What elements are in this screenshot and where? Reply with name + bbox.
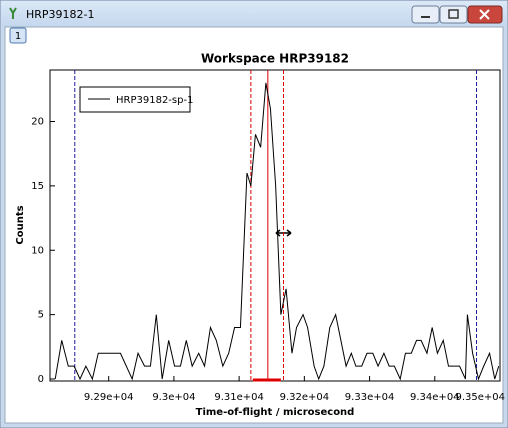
close-icon [479,9,490,20]
window-title: HRP39182-1 [26,8,95,21]
tab-label: 1 [15,31,21,42]
plot: Workspace HRP39182 Time-of-flight / micr… [15,52,501,418]
y-tick-label: 15 [31,181,44,192]
app-icon [9,7,17,19]
x-tick-label: 9.29e+04 [84,392,134,403]
y-tick-label: 20 [31,117,44,128]
axes-frame [49,69,501,382]
minimize-icon [421,16,430,18]
x-tick-label: 9.32e+04 [280,392,330,403]
y-axis-label: Counts [15,205,26,244]
maximize-icon [448,9,459,19]
x-tick-label: 9.31e+04 [214,392,264,403]
y-tick-label: 10 [31,245,44,256]
x-tick-label: 9.34e+04 [410,392,460,403]
x-tick-label: 9.35e+04 [455,392,505,403]
tab-button[interactable] [9,27,27,44]
legend-label: HRP39182-sp-1 [116,95,193,106]
chart-title: Workspace HRP39182 [201,52,349,66]
y-tick-label: 5 [38,310,44,321]
y-tick-label: 0 [38,374,44,385]
x-tick-label: 9.3e+04 [152,392,195,403]
x-tick-label: 9.33e+04 [345,392,395,403]
minimize-button[interactable] [411,5,440,24]
data-line [54,82,500,381]
maximize-button[interactable] [439,5,468,24]
x-axis-label: Time-of-flight / microsecond [196,407,355,418]
